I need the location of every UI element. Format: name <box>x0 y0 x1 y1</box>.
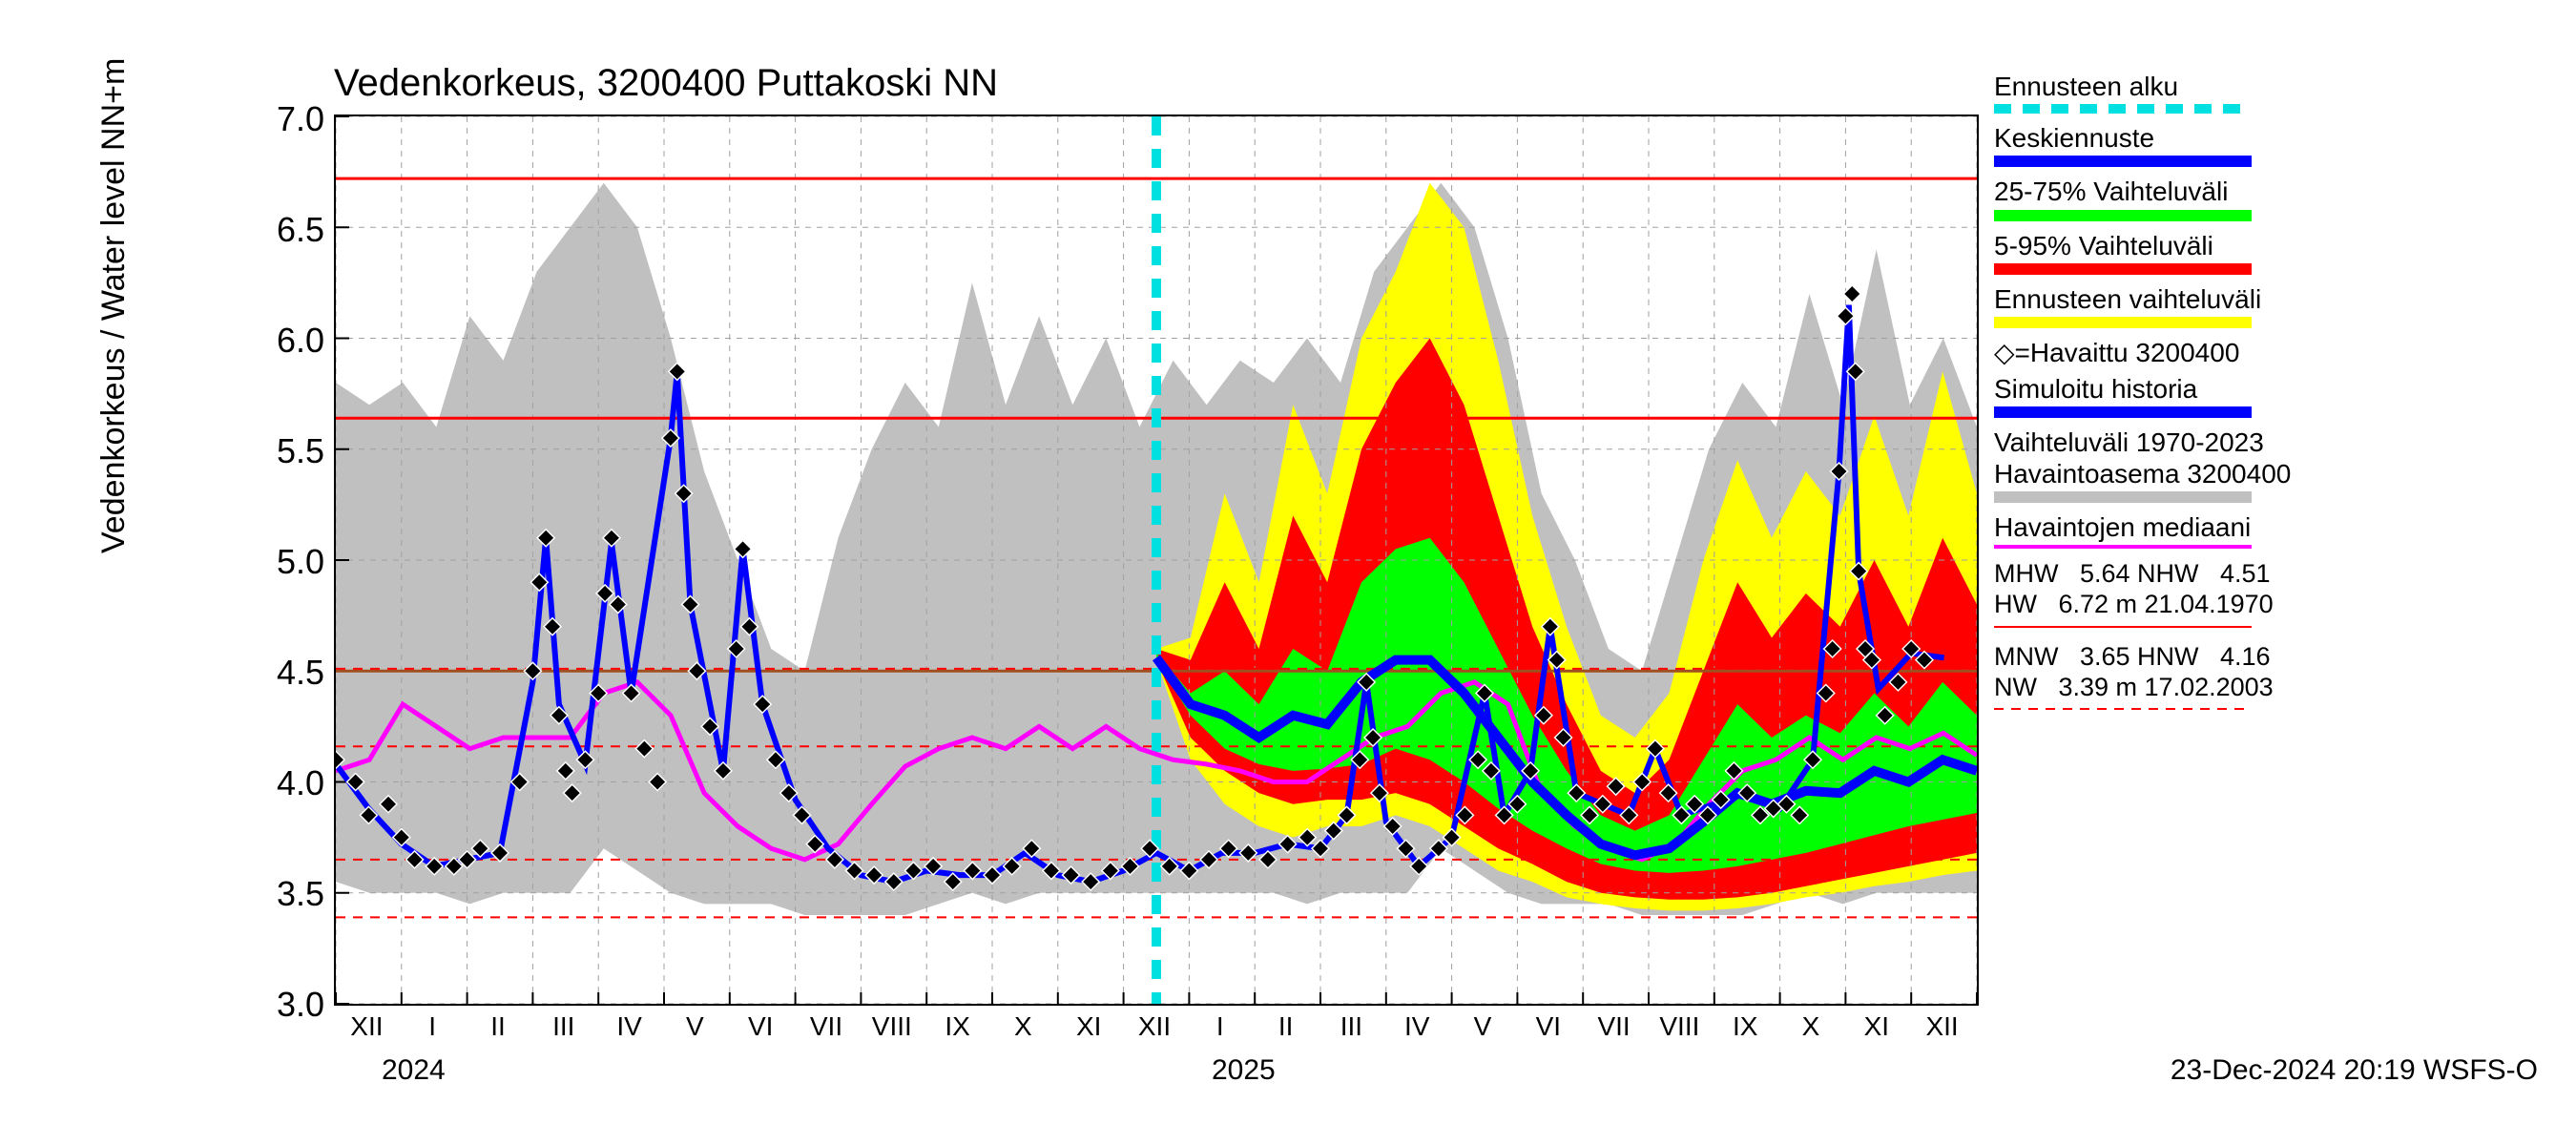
y-axis-label: Vedenkorkeus / Water level NN+m <box>95 58 133 553</box>
x-month-label: IV <box>616 1011 641 1042</box>
legend-forecast-range-label: Ennusteen vaihteluväli <box>1994 284 2576 315</box>
year-label-right: 2025 <box>1212 1054 1276 1087</box>
y-tick-3.5: 3.5 <box>248 874 324 914</box>
y-tick-7.0: 7.0 <box>248 99 324 139</box>
legend-mean-forecast-label: Keskiennuste <box>1994 123 2576 154</box>
x-month-label: VIII <box>872 1011 912 1042</box>
x-month-label: VII <box>810 1011 842 1042</box>
legend-forecast-range: Ennusteen vaihteluväli <box>1994 284 2576 328</box>
legend-swatch-red-line <box>1994 626 2252 628</box>
legend-forecast-start: Ennusteen alku <box>1994 72 2576 114</box>
x-month-label: VII <box>1597 1011 1630 1042</box>
legend: Ennusteen alku Keskiennuste 25-75% Vaiht… <box>1994 72 2576 723</box>
legend-swatch-blue-hist <box>1994 406 2252 418</box>
x-month-label: XII <box>1138 1011 1171 1042</box>
chart-title: Vedenkorkeus, 3200400 Puttakoski NN <box>334 62 998 105</box>
legend-5-95: 5-95% Vaihteluväli <box>1994 231 2576 275</box>
legend-median: Havaintojen mediaani <box>1994 512 2576 549</box>
x-month-label: XII <box>350 1011 383 1042</box>
x-month-label: IX <box>1733 1011 1757 1042</box>
legend-swatch-cyan <box>1994 104 2252 114</box>
x-month-label: VI <box>1536 1011 1561 1042</box>
legend-25-75: 25-75% Vaihteluväli <box>1994 177 2576 220</box>
x-month-label: III <box>552 1011 574 1042</box>
y-tick-5.5: 5.5 <box>248 431 324 471</box>
x-month-label: V <box>686 1011 704 1042</box>
legend-historical-range-label2: Havaintoasema 3200400 <box>1994 459 2576 489</box>
x-month-label: VIII <box>1659 1011 1699 1042</box>
y-tick-3.0: 3.0 <box>248 985 324 1025</box>
x-month-label: II <box>1278 1011 1294 1042</box>
y-tick-4.0: 4.0 <box>248 763 324 803</box>
chart-container: Vedenkorkeus, 3200400 Puttakoski NN Vede… <box>76 29 2557 1116</box>
timestamp-label: 23-Dec-2024 20:19 WSFS-O <box>2171 1054 2538 1087</box>
y-tick-6.0: 6.0 <box>248 321 324 361</box>
legend-swatch-grey <box>1994 491 2252 503</box>
legend-swatch-magenta <box>1994 545 2252 549</box>
x-month-label: V <box>1474 1011 1492 1042</box>
plot-svg <box>336 116 1977 1004</box>
legend-25-75-label: 25-75% Vaihteluväli <box>1994 177 2576 207</box>
legend-swatch-red <box>1994 263 2252 275</box>
legend-swatch-green <box>1994 210 2252 221</box>
stats-low: MNW 3.65 HNW 4.16 NW 3.39 m 17.02.2003 <box>1994 641 2576 703</box>
year-label-left: 2024 <box>382 1054 446 1087</box>
x-month-label: XI <box>1076 1011 1101 1042</box>
legend-median-label: Havaintojen mediaani <box>1994 512 2576 543</box>
y-tick-5.0: 5.0 <box>248 542 324 582</box>
x-month-label: VI <box>748 1011 773 1042</box>
x-month-label: X <box>1802 1011 1820 1042</box>
x-month-label: III <box>1340 1011 1362 1042</box>
stats-high: MHW 5.64 NHW 4.51 HW 6.72 m 21.04.1970 <box>1994 558 2576 620</box>
legend-simulated: Simuloitu historia <box>1994 374 2576 418</box>
legend-mean-forecast: Keskiennuste <box>1994 123 2576 167</box>
legend-5-95-label: 5-95% Vaihteluväli <box>1994 231 2576 261</box>
x-month-label: IX <box>945 1011 969 1042</box>
x-month-label: X <box>1014 1011 1032 1042</box>
x-month-label: I <box>1216 1011 1224 1042</box>
legend-simulated-label: Simuloitu historia <box>1994 374 2576 405</box>
legend-swatch-blue <box>1994 156 2252 167</box>
legend-historical-range-label1: Vaihteluväli 1970-2023 <box>1994 427 2576 458</box>
y-tick-6.5: 6.5 <box>248 210 324 250</box>
plot-area <box>334 114 1979 1006</box>
x-month-label: I <box>428 1011 436 1042</box>
legend-historical-range: Vaihteluväli 1970-2023 Havaintoasema 320… <box>1994 427 2576 502</box>
x-month-label: II <box>490 1011 506 1042</box>
legend-forecast-start-label: Ennusteen alku <box>1994 72 2576 102</box>
x-month-label: XI <box>1864 1011 1889 1042</box>
y-tick-4.5: 4.5 <box>248 653 324 693</box>
legend-swatch-yellow <box>1994 317 2252 328</box>
x-month-label: IV <box>1404 1011 1429 1042</box>
legend-observed: ◇=Havaittu 3200400 <box>1994 338 2576 368</box>
legend-swatch-red-dash <box>1994 708 2252 710</box>
x-month-label: XII <box>1925 1011 1958 1042</box>
